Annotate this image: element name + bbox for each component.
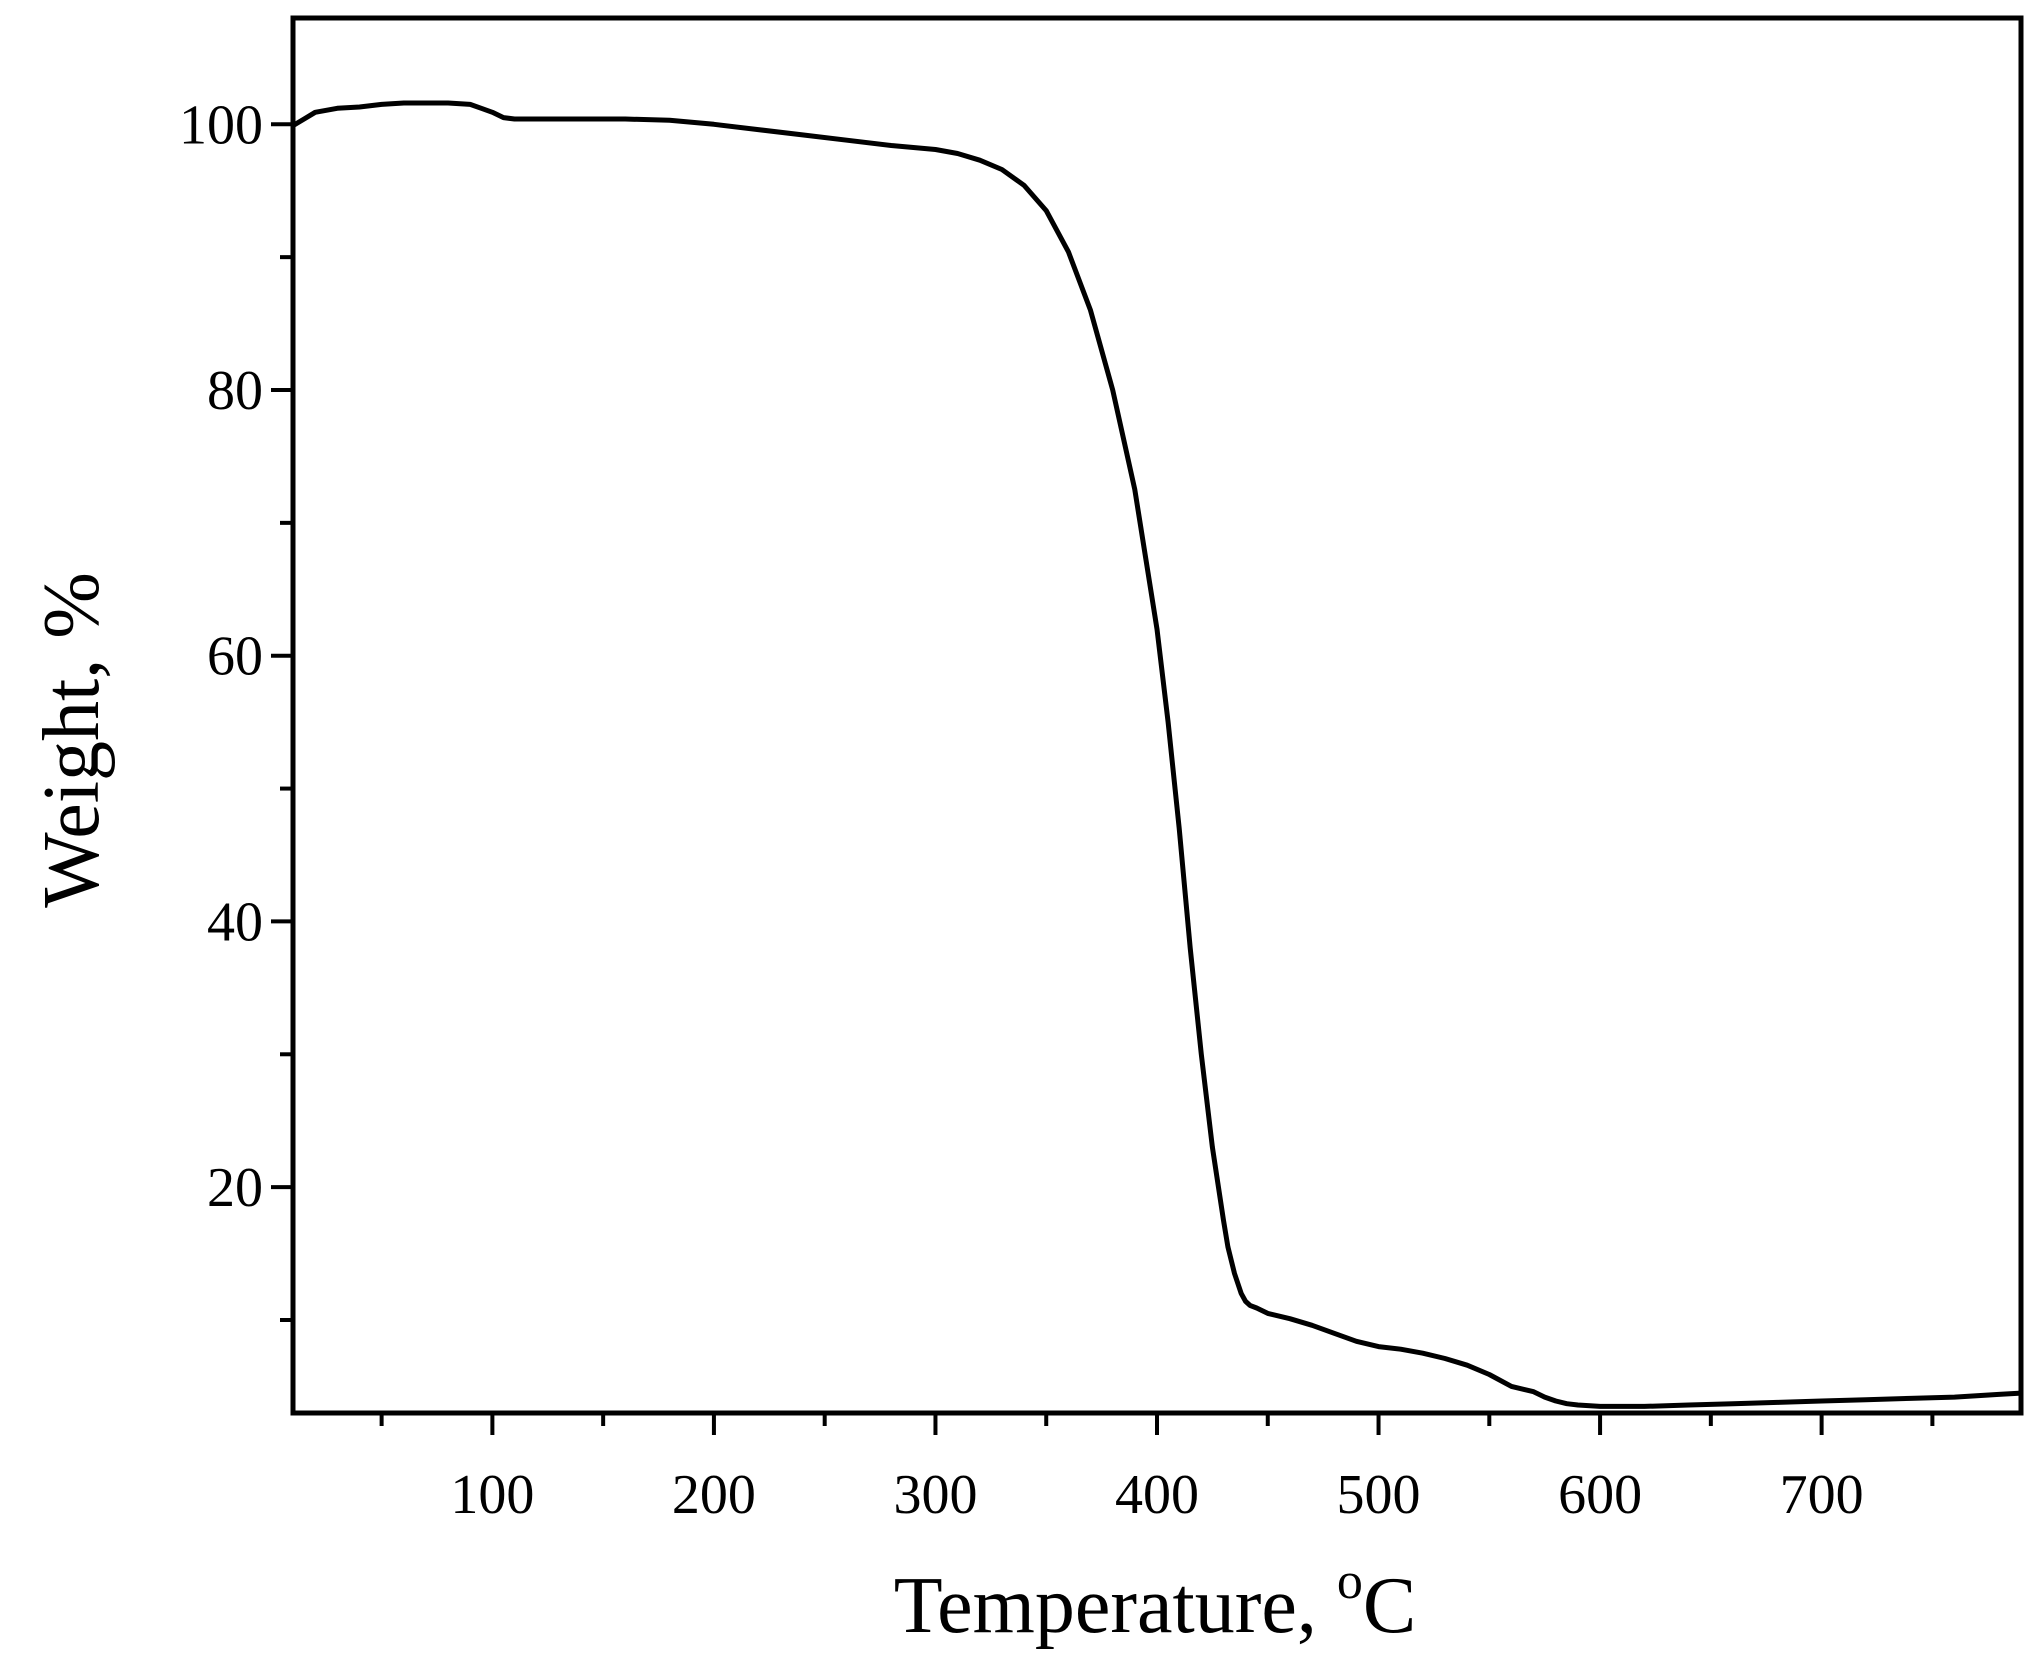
- weight-curve: [290, 100, 2024, 1409]
- y-tick-label: 60: [207, 626, 263, 688]
- y-tick-label: 100: [179, 94, 263, 156]
- x-tick-label: 100: [450, 1464, 534, 1526]
- x-axis-title: Temperature, oC: [894, 1553, 1416, 1650]
- x-tick-label: 400: [1115, 1464, 1199, 1526]
- y-tick-label: 80: [207, 360, 263, 422]
- x-tick-label: 500: [1337, 1464, 1421, 1526]
- plot-frame: [290, 15, 2024, 1416]
- x-axis-title-unit: C: [1363, 1562, 1416, 1650]
- ticks-layer: [271, 122, 1935, 1435]
- x-axis-title-text: Temperature,: [894, 1562, 1337, 1650]
- y-tick-label: 40: [207, 891, 263, 953]
- y-axis-title: Weight, %: [28, 572, 116, 908]
- x-tick-label: 600: [1558, 1464, 1642, 1526]
- x-tick-label: 300: [893, 1464, 977, 1526]
- y-tick-label: 20: [207, 1157, 263, 1219]
- x-tick-label: 700: [1780, 1464, 1864, 1526]
- x-tick-label: 200: [672, 1464, 756, 1526]
- x-axis-title-superscript: o: [1337, 1553, 1363, 1610]
- tick-labels-layer: 100 200 300 400 500 600 700 20 40 60 80 100: [179, 94, 1864, 1526]
